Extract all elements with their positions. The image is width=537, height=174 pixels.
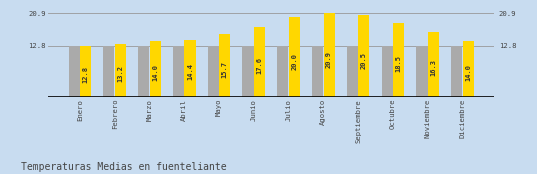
- Bar: [138, 46, 149, 97]
- Bar: [80, 46, 91, 97]
- Bar: [69, 46, 79, 97]
- Bar: [312, 46, 323, 97]
- Text: 17.6: 17.6: [257, 57, 263, 74]
- Text: Temperaturas Medias en fuenteliante: Temperaturas Medias en fuenteliante: [21, 162, 227, 172]
- Text: 14.0: 14.0: [465, 64, 471, 81]
- Text: 14.4: 14.4: [187, 63, 193, 80]
- Text: 16.3: 16.3: [431, 60, 437, 76]
- Bar: [103, 46, 114, 97]
- Bar: [150, 41, 161, 97]
- Bar: [184, 39, 195, 97]
- Bar: [243, 46, 253, 97]
- Bar: [277, 46, 288, 97]
- Text: 15.7: 15.7: [222, 61, 228, 78]
- Bar: [173, 46, 184, 97]
- Text: 20.5: 20.5: [361, 52, 367, 69]
- Bar: [289, 17, 300, 97]
- Bar: [463, 41, 474, 97]
- Bar: [451, 46, 462, 97]
- Text: 13.2: 13.2: [118, 65, 124, 82]
- Bar: [115, 44, 126, 97]
- Text: 18.5: 18.5: [396, 56, 402, 72]
- Bar: [254, 27, 265, 97]
- Bar: [208, 46, 219, 97]
- Text: 14.0: 14.0: [152, 64, 158, 81]
- Bar: [347, 46, 358, 97]
- Bar: [358, 15, 369, 97]
- Bar: [393, 23, 404, 97]
- Bar: [323, 13, 335, 97]
- Text: 20.0: 20.0: [291, 53, 297, 70]
- Text: 12.8: 12.8: [83, 66, 89, 83]
- Text: 20.9: 20.9: [326, 51, 332, 68]
- Bar: [428, 32, 439, 97]
- Bar: [416, 46, 427, 97]
- Bar: [219, 34, 230, 97]
- Bar: [382, 46, 393, 97]
